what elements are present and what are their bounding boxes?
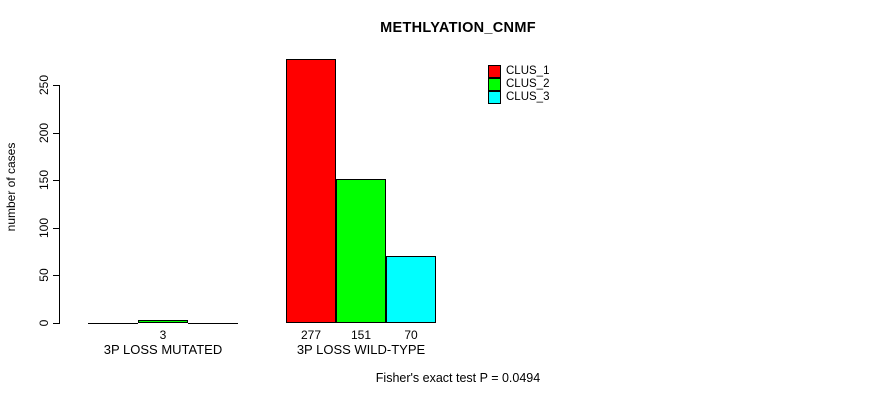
bar-clus_1-group2: [286, 59, 336, 323]
bar-value-label: 3: [159, 328, 167, 342]
legend-item-clus_2: CLUS_2: [488, 78, 549, 91]
legend-item-clus_3: CLUS_3: [488, 91, 549, 104]
legend-swatch: [488, 91, 501, 104]
legend-label: CLUS_3: [506, 91, 550, 103]
y-tick-mark: [53, 180, 59, 181]
y-tick-mark: [53, 228, 59, 229]
annotation-fishers-test: Fisher's exact test P = 0.0494: [375, 371, 541, 385]
bar-value-label: 70: [404, 328, 418, 342]
legend: CLUS_1 CLUS_2 CLUS_3: [488, 65, 549, 104]
y-tick-mark: [53, 323, 59, 324]
legend-swatch: [488, 65, 501, 78]
legend-item-clus_1: CLUS_1: [488, 65, 549, 78]
legend-swatch: [488, 78, 501, 91]
y-tick-mark: [53, 85, 59, 86]
legend-label: CLUS_2: [506, 78, 550, 90]
bar-clus_3-group2: [386, 256, 436, 323]
bar-clus_3-group1: [188, 323, 238, 324]
y-tick-mark: [53, 275, 59, 276]
y-tick-label: 250: [37, 74, 51, 96]
category-label: 3P LOSS MUTATED: [103, 342, 223, 357]
y-axis-label: number of cases: [4, 142, 18, 232]
legend-label: CLUS_1: [506, 65, 550, 77]
chart-title: METHLYATION_CNMF: [380, 20, 536, 36]
y-tick-label: 50: [37, 268, 51, 282]
y-tick-label: 200: [37, 122, 51, 144]
bar-clus_1-group1: [88, 323, 138, 324]
y-tick-mark: [53, 133, 59, 134]
y-tick-label: 0: [37, 319, 51, 327]
bar-value-label: 277: [300, 328, 322, 342]
y-tick-label: 100: [37, 217, 51, 239]
bar-clus_2-group1: [138, 320, 188, 323]
y-axis-line: [59, 85, 60, 324]
bar-value-label: 151: [350, 328, 372, 342]
bar-clus_2-group2: [336, 179, 386, 323]
y-tick-label: 150: [37, 169, 51, 191]
category-label: 3P LOSS WILD-TYPE: [296, 342, 426, 357]
